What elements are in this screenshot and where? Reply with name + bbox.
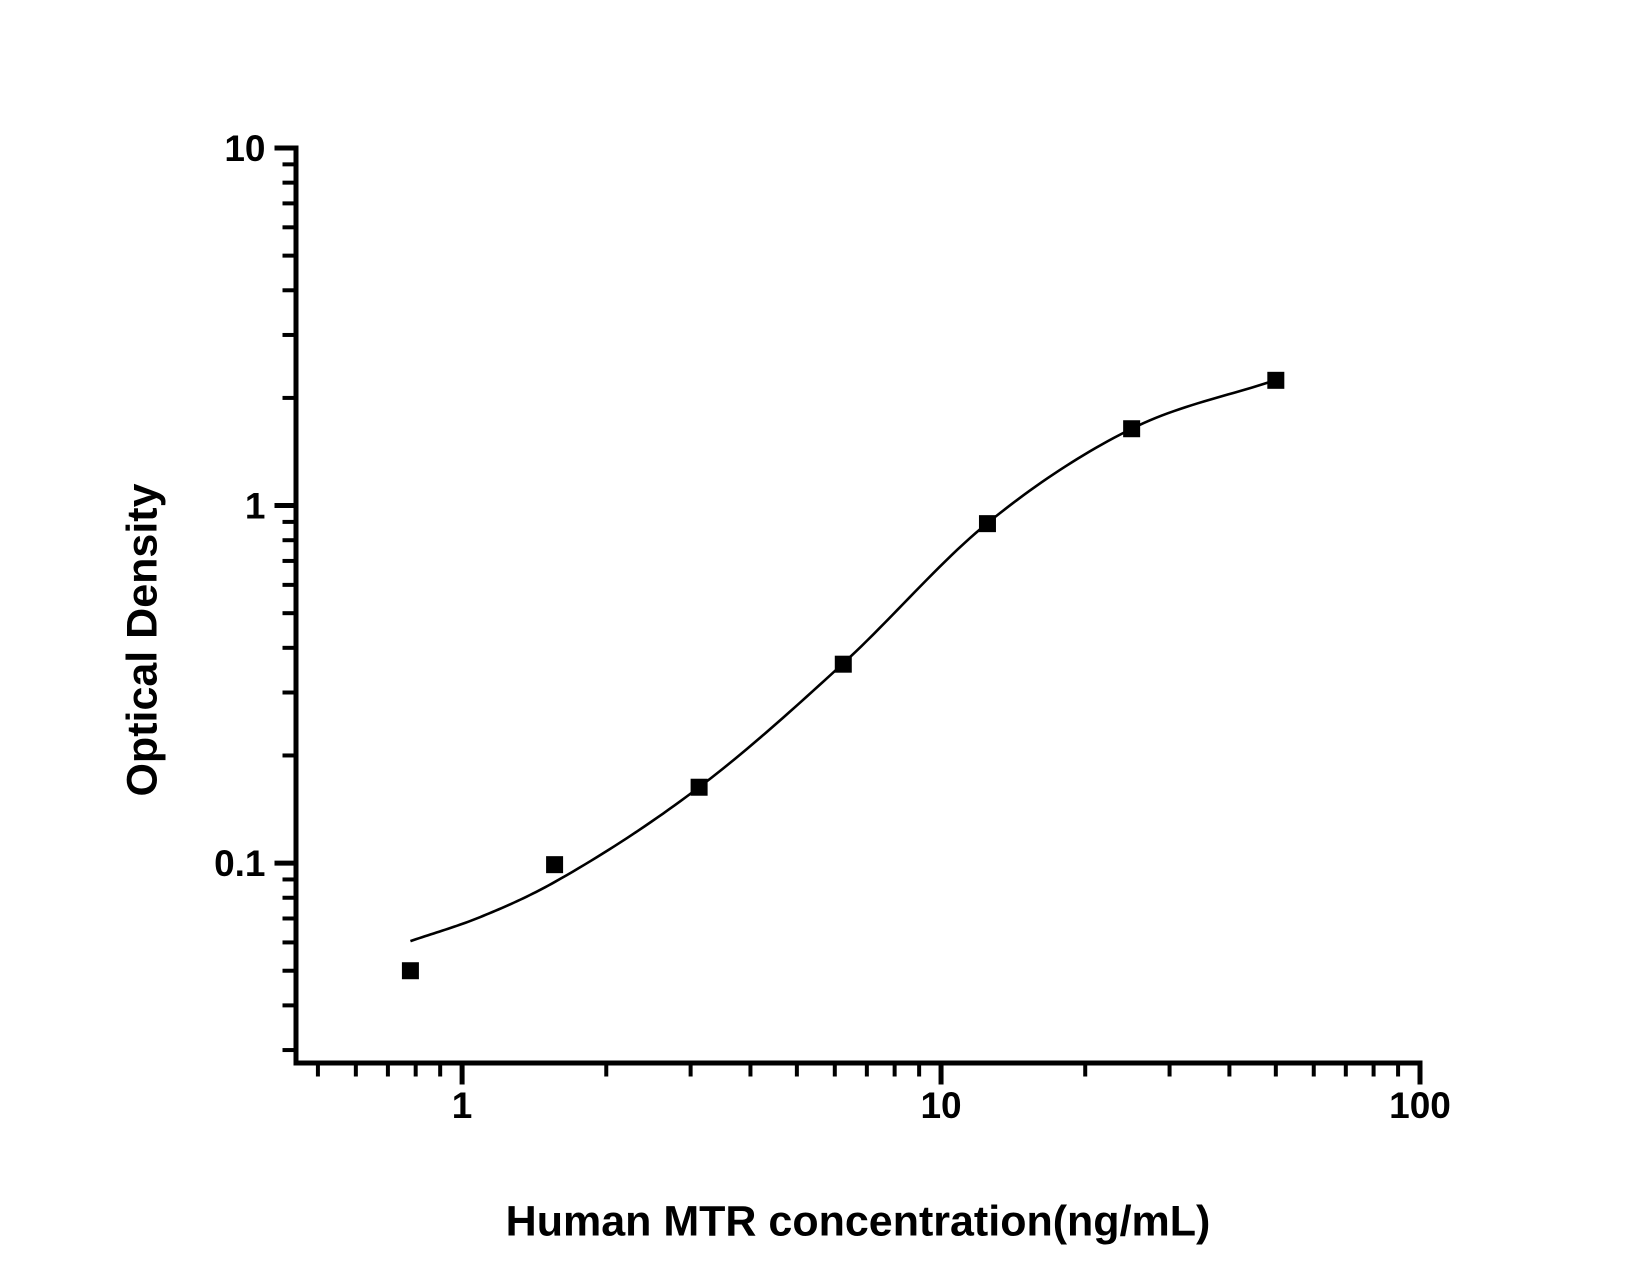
x-axis-title: Human MTR concentration(ng/mL) — [505, 1197, 1211, 1246]
data-point-marker — [1267, 371, 1285, 389]
data-point-marker — [401, 962, 419, 980]
y-axis-title: Optical Density — [118, 483, 167, 797]
data-point-marker — [546, 856, 564, 874]
data-point-marker — [1123, 420, 1141, 438]
x-tick-label: 10 — [920, 1085, 961, 1126]
fit-curve-line — [409, 378, 1277, 943]
data-point-marker — [690, 778, 708, 796]
y-tick-label: 1 — [245, 486, 266, 527]
x-tick-label: 1 — [452, 1085, 473, 1126]
y-tick-label: 0.1 — [214, 843, 265, 884]
y-tick-label: 10 — [224, 128, 265, 169]
axis-spines — [293, 145, 1423, 1066]
x-tick-label: 100 — [1389, 1085, 1451, 1126]
data-point-marker — [978, 515, 996, 533]
data-point-marker — [834, 655, 852, 673]
